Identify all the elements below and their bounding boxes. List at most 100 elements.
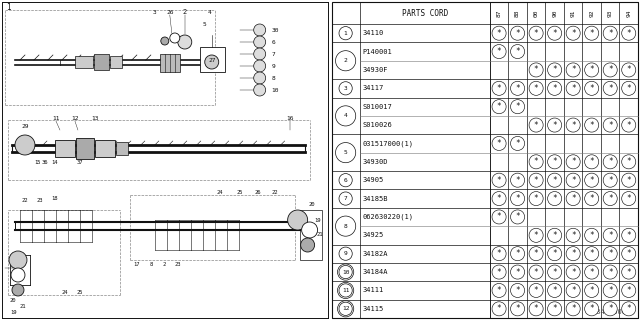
Circle shape [511, 26, 525, 40]
Circle shape [529, 284, 543, 298]
Circle shape [548, 247, 562, 261]
Circle shape [603, 192, 617, 205]
Text: *: * [552, 176, 557, 185]
Circle shape [548, 192, 562, 205]
Circle shape [585, 302, 599, 316]
Circle shape [339, 192, 352, 205]
Text: 10: 10 [271, 87, 279, 92]
Text: 3: 3 [153, 10, 157, 14]
Circle shape [529, 63, 543, 77]
Circle shape [603, 284, 617, 298]
Text: *: * [571, 231, 575, 240]
Circle shape [492, 81, 506, 95]
Circle shape [301, 238, 315, 252]
Circle shape [492, 265, 506, 279]
Text: 8: 8 [150, 262, 153, 268]
Circle shape [337, 282, 354, 299]
Circle shape [603, 247, 617, 261]
Text: *: * [552, 304, 557, 313]
Circle shape [621, 228, 636, 242]
Circle shape [15, 135, 35, 155]
Circle shape [566, 247, 580, 261]
Text: 18: 18 [52, 196, 58, 201]
Text: *: * [608, 84, 612, 93]
Text: *: * [571, 65, 575, 75]
Text: *: * [515, 286, 520, 295]
Text: *: * [608, 157, 612, 166]
Circle shape [529, 26, 543, 40]
Text: *: * [571, 194, 575, 203]
Circle shape [566, 63, 580, 77]
Text: *: * [552, 231, 557, 240]
Circle shape [492, 26, 506, 40]
Circle shape [253, 48, 266, 60]
Text: *: * [497, 286, 501, 295]
Text: *: * [627, 194, 631, 203]
Circle shape [603, 26, 617, 40]
Circle shape [337, 264, 354, 280]
Text: *: * [589, 157, 594, 166]
Circle shape [511, 284, 525, 298]
Text: *: * [534, 249, 538, 258]
Text: 11: 11 [342, 288, 349, 293]
Text: 13: 13 [91, 116, 99, 121]
Text: 1: 1 [344, 31, 348, 36]
Circle shape [621, 302, 636, 316]
Text: 9: 9 [344, 251, 348, 256]
Text: 34117: 34117 [363, 85, 384, 91]
Circle shape [585, 173, 599, 187]
Circle shape [492, 44, 506, 59]
Circle shape [339, 284, 352, 297]
Circle shape [585, 228, 599, 242]
Circle shape [566, 265, 580, 279]
Text: *: * [534, 121, 538, 130]
Circle shape [548, 81, 562, 95]
Circle shape [548, 63, 562, 77]
Text: *: * [497, 194, 501, 203]
Circle shape [585, 192, 599, 205]
Text: *: * [589, 84, 594, 93]
Text: *: * [534, 176, 538, 185]
Circle shape [529, 192, 543, 205]
Circle shape [603, 118, 617, 132]
Text: 34930F: 34930F [363, 67, 388, 73]
Circle shape [621, 81, 636, 95]
Text: *: * [608, 231, 612, 240]
Circle shape [529, 228, 543, 242]
Text: *: * [534, 304, 538, 313]
Circle shape [339, 173, 352, 187]
Text: *: * [608, 194, 612, 203]
Text: *: * [627, 231, 631, 240]
Bar [55, 140, 75, 157]
Text: *: * [515, 249, 520, 258]
Text: *: * [589, 231, 594, 240]
Circle shape [335, 51, 356, 71]
Circle shape [621, 26, 636, 40]
Text: 23: 23 [36, 197, 44, 203]
Text: 26: 26 [166, 10, 173, 14]
Circle shape [253, 24, 266, 36]
Text: 00: 00 [534, 9, 539, 17]
Text: 30: 30 [271, 28, 279, 33]
Text: 19: 19 [10, 309, 17, 315]
Circle shape [529, 302, 543, 316]
Text: *: * [627, 304, 631, 313]
Circle shape [339, 247, 352, 260]
Text: *: * [627, 121, 631, 130]
Text: *: * [552, 84, 557, 93]
Circle shape [511, 136, 525, 150]
Text: S010017: S010017 [363, 104, 392, 110]
Text: *: * [497, 268, 501, 276]
Text: 16: 16 [286, 116, 293, 121]
Bar [95, 140, 115, 157]
Text: *: * [589, 268, 594, 276]
Text: 8: 8 [344, 224, 348, 228]
Text: 24: 24 [216, 189, 223, 195]
Circle shape [337, 301, 354, 317]
Circle shape [335, 216, 356, 236]
Text: 2: 2 [182, 9, 187, 15]
Text: *: * [571, 84, 575, 93]
Text: *: * [534, 84, 538, 93]
Text: *: * [571, 121, 575, 130]
Text: *: * [497, 304, 501, 313]
